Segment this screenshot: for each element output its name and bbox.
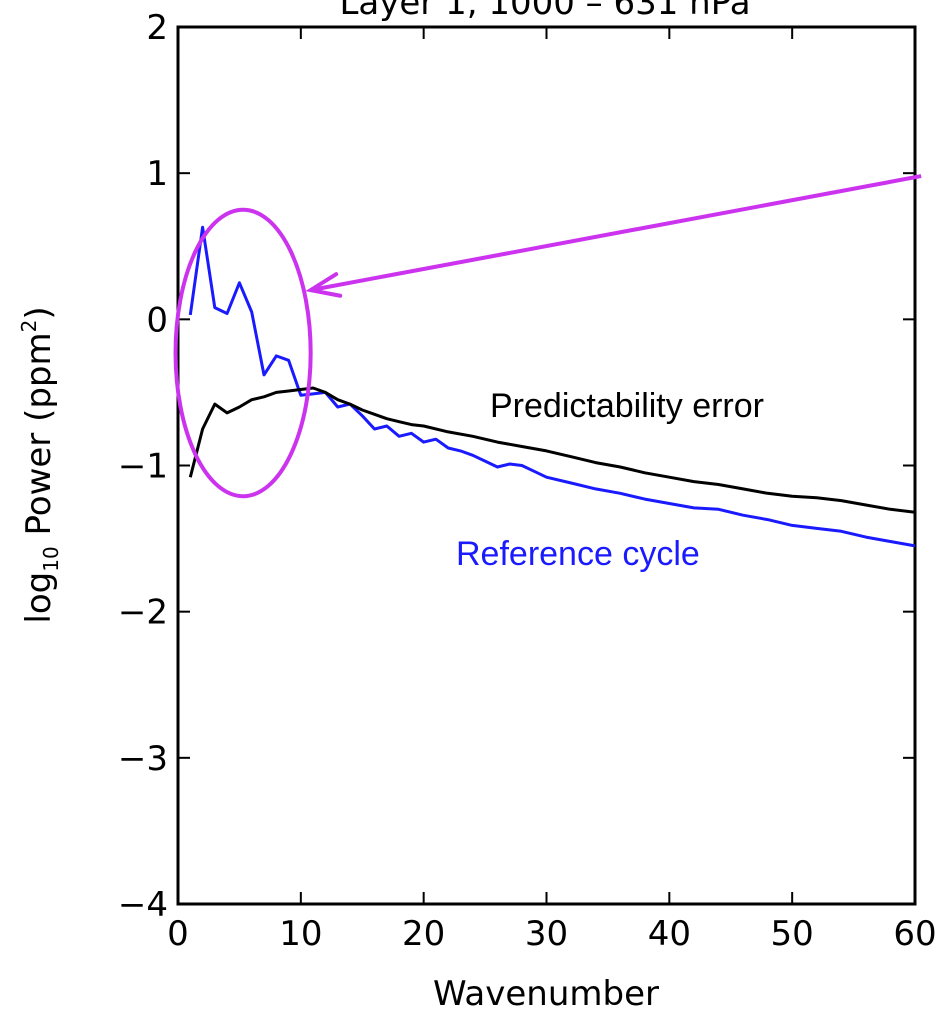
annotation-layer [173,174,922,499]
y-tick-label: −1 [118,447,168,487]
y-axis-label-power: Power (ppm [19,332,59,546]
y-tick-label: −4 [118,885,168,925]
annotation-arrow-line [310,174,922,293]
x-axis-label: Wavenumber [433,974,659,1014]
y-tick-label: 0 [146,300,168,340]
y-axis-label-sup: 2 [17,320,41,333]
plot-frame [176,25,917,906]
y-tick-label: 1 [146,154,168,194]
y-axis-label-close: ) [19,306,59,319]
x-tick-label: 20 [402,914,445,954]
chart-title: Layer 1, 1000 – 631 hPa [339,0,750,23]
y-axis-label: log10 Power (ppm2) [17,306,63,623]
y-tick-label: −3 [118,739,168,779]
series-line-predictability-error [188,386,916,514]
x-tick-label: 30 [525,914,568,954]
series-layer [188,225,916,548]
x-tick-label: 40 [648,914,691,954]
axis-ticks [177,26,916,905]
y-tick-label: 2 [146,8,168,48]
predictability-error-label: Predictability error [490,387,764,425]
series-line-reference-cycle [188,225,916,548]
x-tick-label: 60 [893,914,936,954]
x-tick-label: 0 [167,914,189,954]
annotation-arrow-head [305,272,343,298]
highlight-ellipse [173,207,313,499]
y-tick-label: −2 [118,593,168,633]
y-axis-label-log: log [19,572,59,624]
x-tick-label: 10 [279,914,322,954]
reference-cycle-label: Reference cycle [456,535,700,573]
y-axis-label-sub: 10 [39,546,63,571]
x-tick-label: 50 [771,914,814,954]
